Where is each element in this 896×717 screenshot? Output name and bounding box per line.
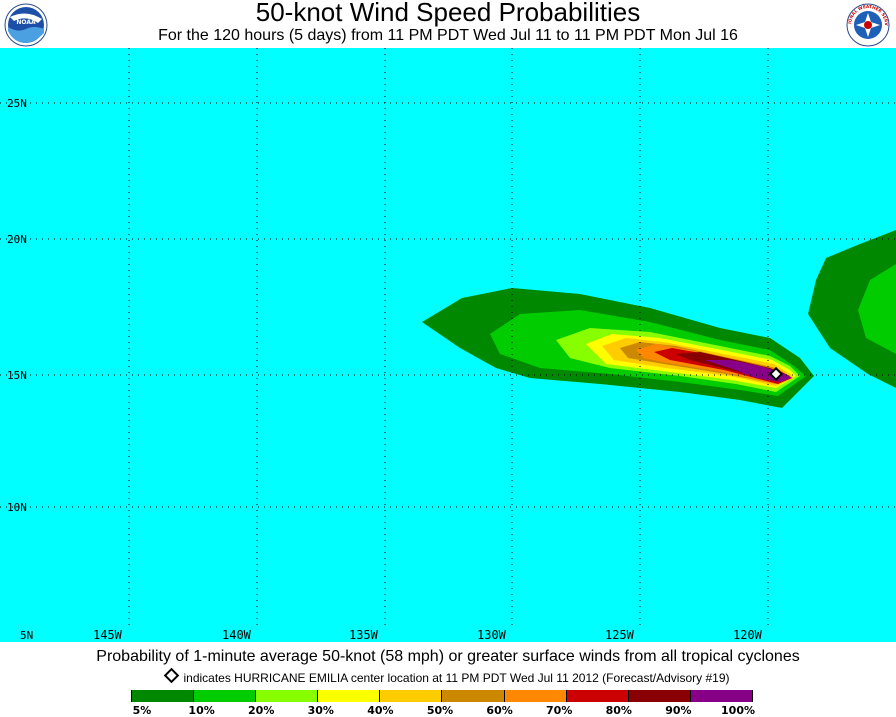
noaa-logo: NOAA: [4, 3, 48, 47]
lon-label-140w: 140W: [222, 628, 252, 642]
legend-label: 60%: [486, 704, 513, 717]
storm-note-text: indicates HURRICANE EMILIA center locati…: [183, 671, 730, 685]
map-subtitle: For the 120 hours (5 days) from 11 PM PD…: [158, 27, 738, 44]
legend-swatch: [256, 690, 319, 702]
lon-label-130w: 130W: [477, 628, 507, 642]
hurricane-center-marker: [768, 366, 784, 382]
storm-note: indicates HURRICANE EMILIA center locati…: [0, 667, 896, 686]
legend-labels: 5% 10% 20% 30% 40% 50% 60% 70% 80% 90% 100%: [0, 704, 896, 717]
legend-label: 10%: [188, 704, 215, 717]
map-title: 50-knot Wind Speed Probabilities: [255, 0, 641, 27]
lon-label-120w: 120W: [733, 628, 763, 642]
lon-label-145w: 145W: [93, 628, 123, 642]
lat-lon-grid: [0, 48, 896, 628]
legend-swatch: [442, 690, 505, 702]
legend-swatch: [566, 690, 629, 702]
legend-swatch: [318, 690, 381, 702]
svg-text:NOAA: NOAA: [16, 19, 36, 26]
emilia-probability-swath: [422, 288, 814, 408]
legend-swatch: [380, 690, 443, 702]
lat-label-20n: 20N: [7, 233, 27, 246]
legend-swatch: [628, 690, 691, 702]
legend-swatch: [194, 690, 257, 702]
legend-label: 90%: [665, 704, 692, 717]
nws-logo: NATIONAL WEATHER SERVICE: [846, 3, 890, 47]
legend-label: 20%: [248, 704, 275, 717]
legend-swatch: [690, 690, 753, 702]
map-caption: Probability of 1-minute average 50-knot …: [96, 648, 800, 665]
lon-label-135w: 135W: [349, 628, 379, 642]
lat-label-5n: 5N: [20, 629, 33, 642]
lat-label-25n: 25N: [7, 97, 27, 110]
probability-legend: [131, 690, 753, 702]
legend-label: 80%: [605, 704, 632, 717]
legend-label: 100%: [721, 704, 755, 717]
lon-label-125w: 125W: [605, 628, 635, 642]
legend-label: 5%: [132, 704, 152, 717]
eastern-probability-area: [808, 230, 896, 388]
legend-label: 50%: [426, 704, 454, 717]
diamond-icon: [164, 667, 180, 684]
legend-swatch: [131, 690, 195, 702]
lat-label-10n: 10N: [7, 501, 27, 514]
legend-label: 30%: [307, 704, 334, 717]
probability-map: 25N 20N 15N 10N 5N 145W 140W 135W 130W 1…: [0, 48, 896, 642]
legend-label: 70%: [546, 704, 573, 717]
lat-label-15n: 15N: [7, 369, 27, 382]
legend-label: 40%: [367, 704, 394, 717]
legend-swatch: [504, 690, 567, 702]
